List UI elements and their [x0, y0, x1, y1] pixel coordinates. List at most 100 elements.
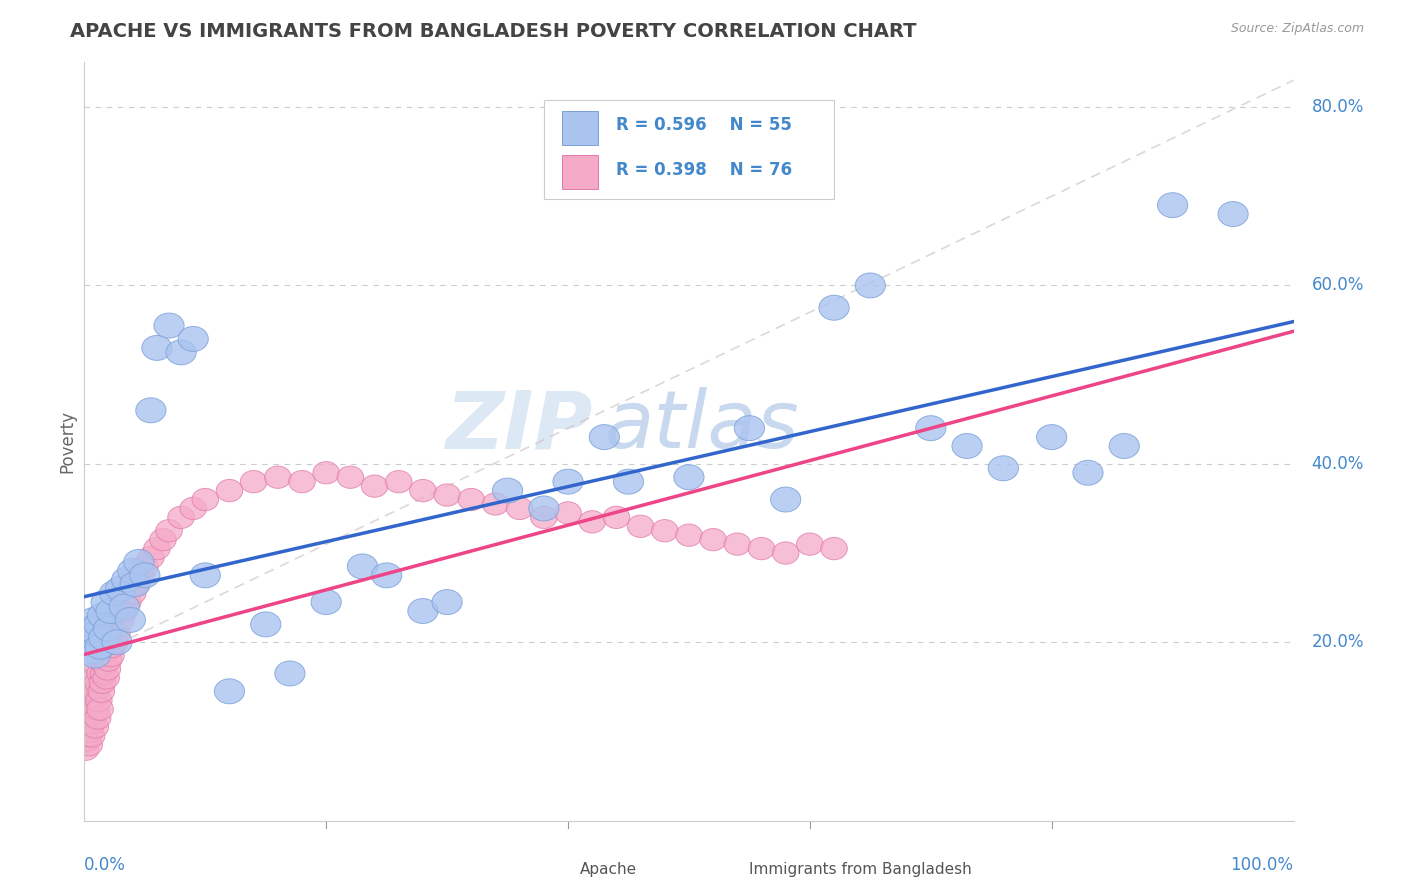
- Text: 40.0%: 40.0%: [1312, 455, 1364, 473]
- Ellipse shape: [214, 679, 245, 704]
- Ellipse shape: [129, 563, 160, 588]
- Ellipse shape: [89, 671, 115, 694]
- Ellipse shape: [79, 607, 110, 632]
- Ellipse shape: [83, 698, 110, 721]
- Ellipse shape: [143, 537, 170, 560]
- Ellipse shape: [167, 507, 194, 528]
- Ellipse shape: [96, 649, 122, 672]
- Ellipse shape: [250, 612, 281, 637]
- Text: 20.0%: 20.0%: [1312, 633, 1364, 651]
- Ellipse shape: [180, 498, 207, 519]
- Text: ZIP: ZIP: [444, 387, 592, 466]
- Ellipse shape: [821, 537, 848, 560]
- Ellipse shape: [217, 480, 243, 501]
- Ellipse shape: [77, 639, 108, 664]
- FancyBboxPatch shape: [544, 101, 834, 199]
- Ellipse shape: [101, 630, 132, 655]
- Ellipse shape: [589, 425, 620, 450]
- Ellipse shape: [748, 537, 775, 560]
- Text: APACHE VS IMMIGRANTS FROM BANGLADESH POVERTY CORRELATION CHART: APACHE VS IMMIGRANTS FROM BANGLADESH POV…: [70, 22, 917, 41]
- Ellipse shape: [288, 471, 315, 492]
- Bar: [562, 155, 599, 189]
- Text: 80.0%: 80.0%: [1312, 98, 1364, 116]
- Ellipse shape: [75, 724, 101, 747]
- Ellipse shape: [988, 456, 1018, 481]
- Ellipse shape: [314, 462, 339, 483]
- Ellipse shape: [432, 590, 463, 615]
- Ellipse shape: [1036, 425, 1067, 450]
- Ellipse shape: [190, 563, 221, 588]
- Ellipse shape: [111, 600, 138, 623]
- Text: Immigrants from Bangladesh: Immigrants from Bangladesh: [749, 863, 972, 878]
- Ellipse shape: [80, 643, 110, 668]
- Ellipse shape: [385, 471, 412, 492]
- Ellipse shape: [371, 563, 402, 588]
- Ellipse shape: [1218, 202, 1249, 227]
- Ellipse shape: [952, 434, 983, 458]
- Ellipse shape: [87, 662, 114, 685]
- Ellipse shape: [80, 712, 105, 733]
- Ellipse shape: [153, 313, 184, 338]
- Ellipse shape: [111, 567, 142, 592]
- Text: Source: ZipAtlas.com: Source: ZipAtlas.com: [1230, 22, 1364, 36]
- Ellipse shape: [1073, 460, 1104, 485]
- Ellipse shape: [1109, 434, 1139, 458]
- Text: 0.0%: 0.0%: [84, 856, 127, 874]
- Ellipse shape: [105, 576, 136, 601]
- Ellipse shape: [915, 416, 946, 441]
- Ellipse shape: [506, 498, 533, 519]
- Ellipse shape: [434, 483, 460, 507]
- Ellipse shape: [100, 581, 129, 606]
- Ellipse shape: [311, 590, 342, 615]
- Ellipse shape: [97, 644, 124, 667]
- Ellipse shape: [772, 542, 799, 565]
- Ellipse shape: [274, 661, 305, 686]
- Ellipse shape: [82, 680, 108, 703]
- Ellipse shape: [94, 658, 121, 680]
- Bar: [562, 111, 599, 145]
- Ellipse shape: [80, 676, 107, 698]
- Ellipse shape: [77, 703, 104, 724]
- Ellipse shape: [101, 632, 128, 653]
- Ellipse shape: [128, 565, 155, 587]
- Ellipse shape: [93, 616, 124, 641]
- Ellipse shape: [724, 533, 751, 555]
- Ellipse shape: [179, 326, 208, 351]
- Ellipse shape: [553, 469, 583, 494]
- Bar: [544, 855, 571, 885]
- Ellipse shape: [408, 599, 439, 624]
- Ellipse shape: [492, 478, 523, 503]
- Ellipse shape: [91, 653, 118, 676]
- Ellipse shape: [83, 667, 110, 689]
- Ellipse shape: [142, 335, 172, 360]
- Ellipse shape: [797, 533, 823, 555]
- Ellipse shape: [240, 471, 267, 492]
- Ellipse shape: [86, 658, 112, 680]
- Ellipse shape: [79, 694, 105, 715]
- Ellipse shape: [110, 594, 139, 619]
- Ellipse shape: [75, 712, 101, 733]
- Ellipse shape: [136, 398, 166, 423]
- Ellipse shape: [89, 625, 120, 650]
- Ellipse shape: [76, 706, 103, 730]
- Ellipse shape: [124, 549, 153, 574]
- Ellipse shape: [76, 733, 103, 756]
- Ellipse shape: [1157, 193, 1188, 218]
- Ellipse shape: [264, 466, 291, 488]
- Ellipse shape: [84, 671, 111, 694]
- Ellipse shape: [676, 524, 702, 546]
- Ellipse shape: [124, 574, 149, 596]
- Ellipse shape: [734, 416, 765, 441]
- Ellipse shape: [91, 590, 121, 615]
- Ellipse shape: [770, 487, 801, 512]
- Text: R = 0.596    N = 55: R = 0.596 N = 55: [616, 116, 792, 134]
- Ellipse shape: [77, 721, 104, 742]
- Ellipse shape: [361, 475, 388, 497]
- Ellipse shape: [149, 528, 176, 550]
- Ellipse shape: [156, 519, 183, 541]
- Ellipse shape: [409, 480, 436, 501]
- Ellipse shape: [118, 558, 148, 583]
- Text: atlas: atlas: [605, 387, 799, 466]
- Text: Apache: Apache: [581, 863, 637, 878]
- Y-axis label: Poverty: Poverty: [58, 410, 76, 473]
